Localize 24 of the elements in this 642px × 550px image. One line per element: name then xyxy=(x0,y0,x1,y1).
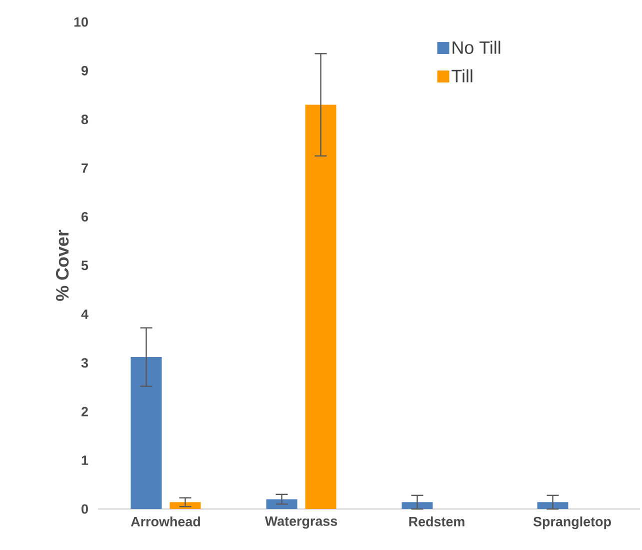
y-tick-label: 7 xyxy=(82,163,88,173)
y-tick-label: 4 xyxy=(81,310,88,319)
bar xyxy=(305,104,336,509)
x-tick-label: Watergrass xyxy=(264,516,338,529)
legend-label: Till xyxy=(452,69,472,82)
bar xyxy=(402,502,433,509)
x-tick-label: Arrowhead xyxy=(130,516,200,526)
y-tick-label: 1 xyxy=(82,456,88,465)
y-tick-label: 2 xyxy=(81,406,88,416)
bar xyxy=(130,357,162,509)
x-tick-label: Redstem xyxy=(409,516,464,526)
bar xyxy=(266,499,298,509)
y-tick-label: 3 xyxy=(81,358,88,368)
y-tick-label: 6 xyxy=(82,212,88,222)
y-tick-label: 10 xyxy=(74,17,88,27)
y-axis-title: % Cover xyxy=(56,230,69,301)
y-tick-label: 0 xyxy=(82,504,88,514)
y-tick-label: 9 xyxy=(81,66,88,76)
legend-label: No Till xyxy=(452,40,500,54)
y-tick-label: 8 xyxy=(81,114,88,124)
y-tick-label: 5 xyxy=(81,260,88,270)
bar xyxy=(170,502,201,509)
x-tick-label: Sprangletop xyxy=(533,516,611,530)
bar xyxy=(537,502,568,509)
